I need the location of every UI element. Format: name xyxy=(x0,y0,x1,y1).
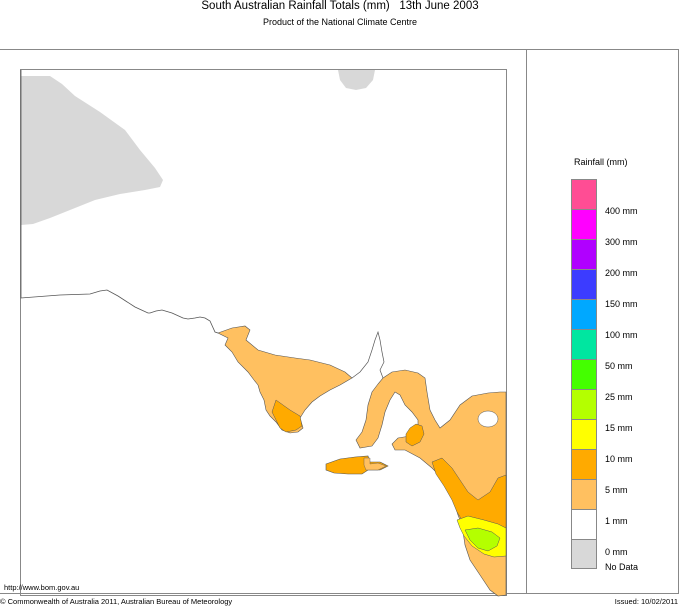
legend-color-bar xyxy=(571,179,598,569)
legend-swatch-100-150 xyxy=(571,299,597,329)
legend-label-150: 150 mm xyxy=(605,299,638,309)
map-subtitle: Product of the National Climate Centre xyxy=(262,17,418,27)
legend-label-100: 100 mm xyxy=(605,330,638,340)
legend-label-400: 400 mm xyxy=(605,206,638,216)
legend-swatch-200-300 xyxy=(571,239,597,269)
legend-title: Rainfall (mm) xyxy=(574,157,628,167)
legend-swatch-300-400 xyxy=(571,209,597,239)
legend-label-300: 300 mm xyxy=(605,237,638,247)
legend-swatch-5-10 xyxy=(571,449,597,479)
legend-swatch-0-1 xyxy=(571,509,597,539)
rain-5-10mm-eyre-tip xyxy=(271,399,303,433)
map-frame xyxy=(0,49,679,594)
legend-divider xyxy=(526,49,527,594)
legend-label-200: 200 mm xyxy=(605,268,638,278)
legend-swatch-50-100 xyxy=(571,329,597,359)
copyright-notice: © Commonwealth of Australia 2011, Austra… xyxy=(0,597,233,606)
map-title: South Australian Rainfall Totals (mm) 13… xyxy=(201,0,479,12)
legend-label-50: 50 mm xyxy=(605,361,633,371)
legend-swatch-25-50 xyxy=(571,359,597,389)
legend-swatch-1-5 xyxy=(571,479,597,509)
rain-5-10mm-yorke xyxy=(405,423,425,447)
coastline-gulf xyxy=(351,330,385,379)
rain-1-5mm-yorke xyxy=(355,369,507,597)
legend-label-1: 1 mm xyxy=(605,516,628,526)
legend-label-25: 25 mm xyxy=(605,392,633,402)
legend-swatch-10-15 xyxy=(571,419,597,449)
legend-swatch-150-200 xyxy=(571,269,597,299)
map-border xyxy=(20,69,507,596)
legend-label-10: 10 mm xyxy=(605,454,633,464)
legend-swatch-no-data xyxy=(571,539,597,569)
issued-date: Issued: 10/02/2011 xyxy=(614,597,678,606)
coastline-west xyxy=(20,70,219,334)
no-data-region-northwest xyxy=(21,76,163,225)
legend-label-0: 0 mm xyxy=(605,547,628,557)
rain-1-5mm-kangaroo-east xyxy=(363,457,387,471)
legend-label-5: 5 mm xyxy=(605,485,628,495)
rain-0-1mm-hole xyxy=(477,410,499,428)
rain-15-25mm-southeast xyxy=(464,527,501,552)
legend-swatch-400-plus xyxy=(571,179,597,209)
no-data-region-north xyxy=(338,70,375,90)
legend-label-no-data: No Data xyxy=(605,562,639,572)
website-link[interactable]: http://www.bom.gov.au xyxy=(4,583,80,592)
legend-label-15: 15 mm xyxy=(605,423,633,433)
rain-5-10mm-southeast xyxy=(431,457,507,529)
legend-swatch-15-25 xyxy=(571,389,597,419)
